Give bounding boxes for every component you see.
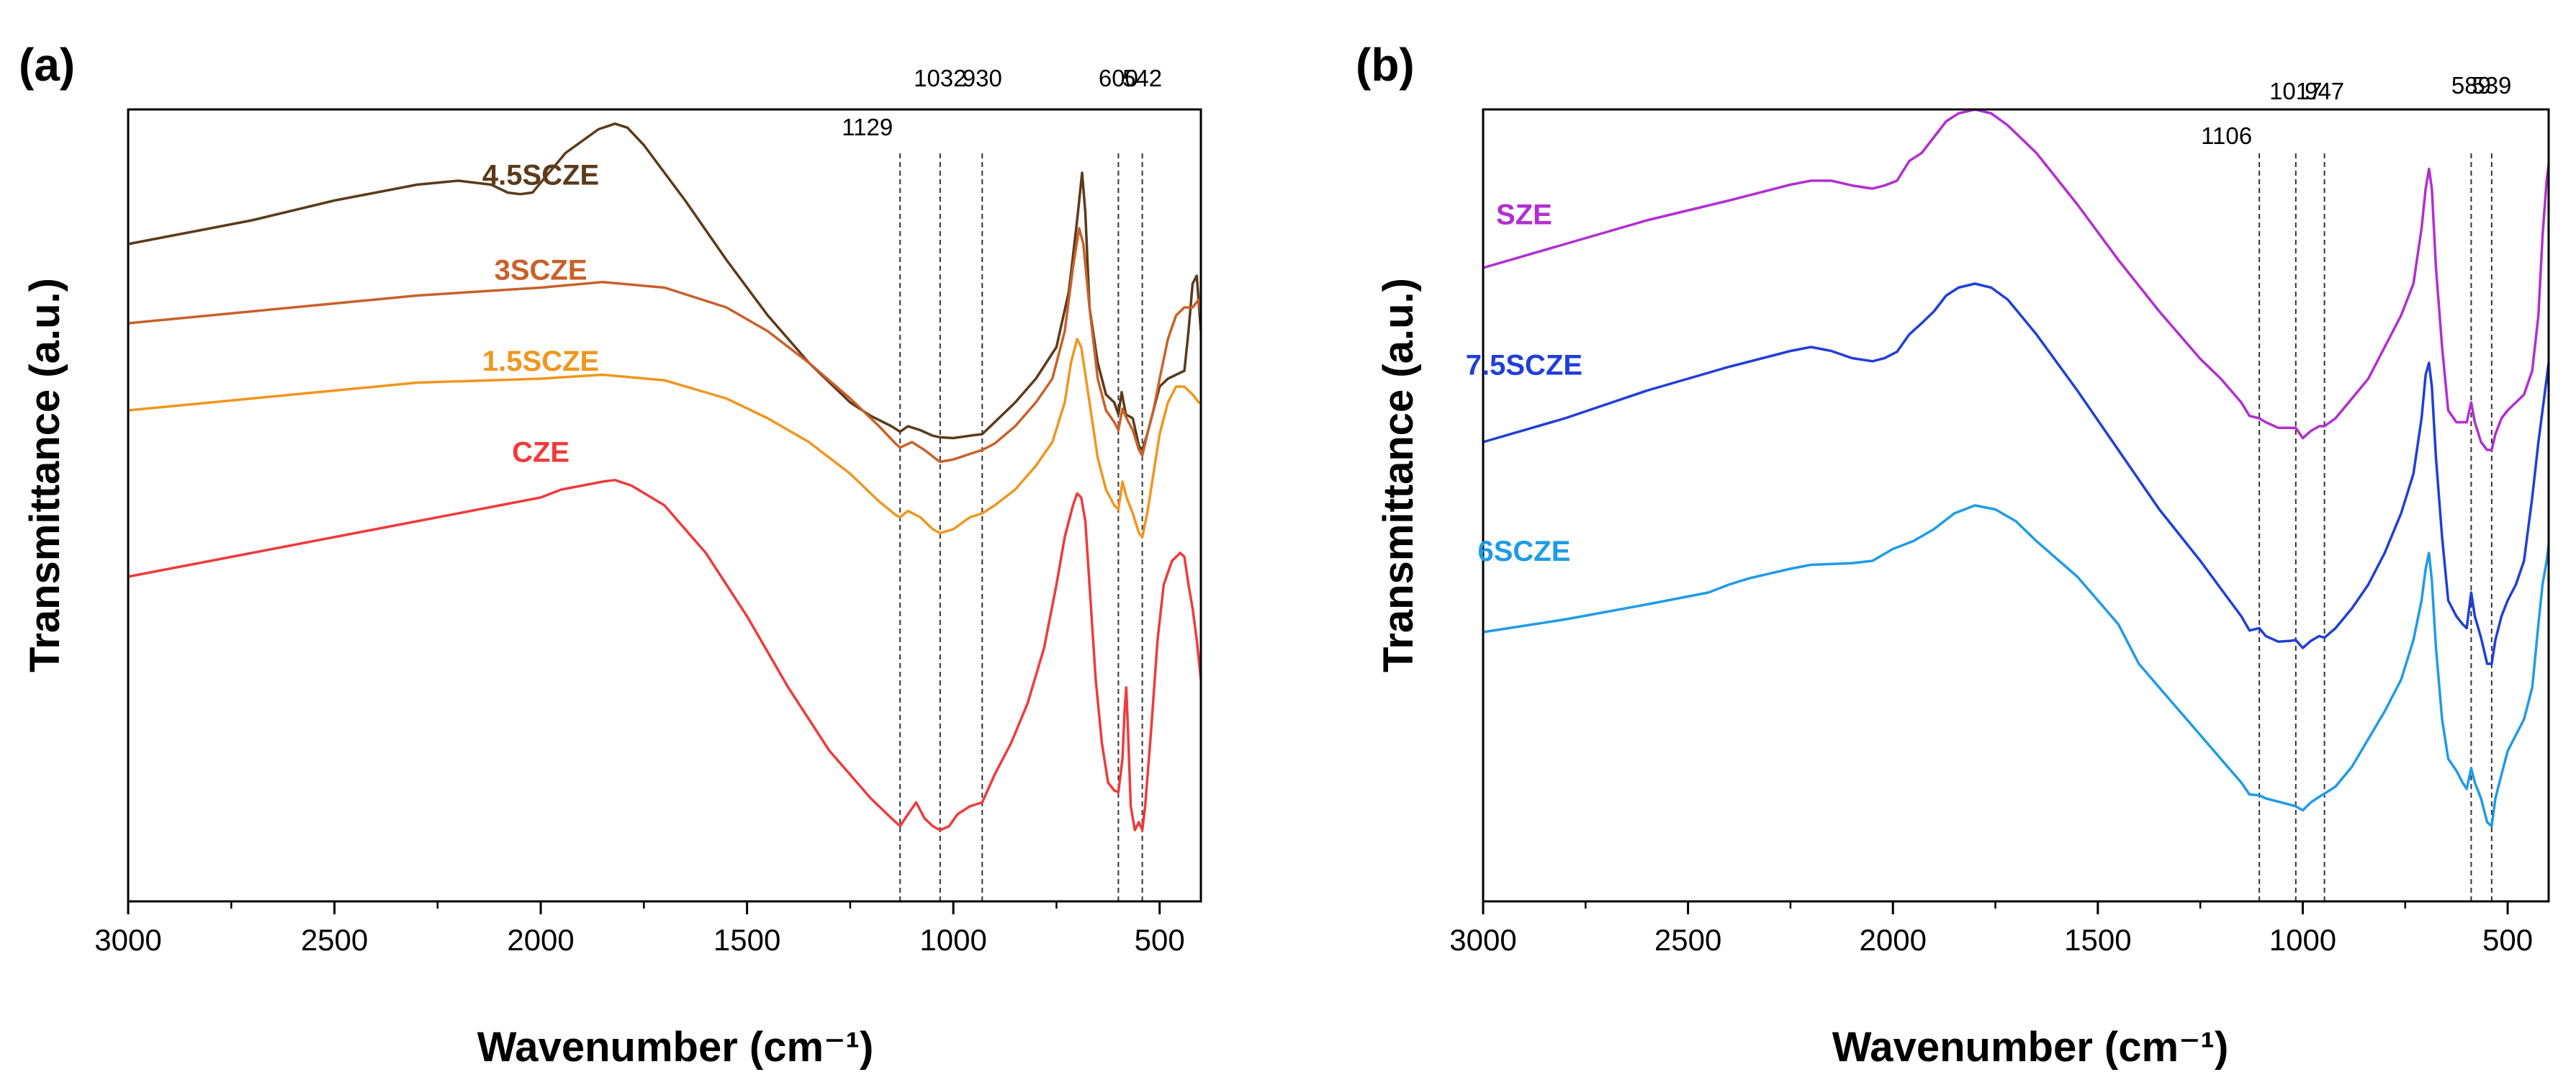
series-line-1-5scze [127, 338, 1201, 539]
peak-marker-label: 1017 [2269, 78, 2322, 104]
series-line-6scze [1482, 504, 2550, 828]
legend-label: 1.5SCZE [482, 346, 599, 377]
peak-marker-label: 947 [2305, 78, 2344, 104]
panel-a-label: (a) [19, 39, 75, 91]
panel-b-plot-frame [1482, 108, 2550, 903]
panel-a-plot-frame [127, 108, 1202, 903]
x-tick-label: 2500 [1654, 923, 1721, 957]
legend-label: CZE [512, 437, 569, 469]
peak-marker-label: 589 [2451, 72, 2491, 99]
x-tick-label: 2000 [507, 923, 574, 957]
panel-a-series [127, 122, 1202, 832]
x-tick-label: 500 [1135, 923, 1185, 957]
panel-b-x-ticks: 3000 2500 2000 1500 1000 500 [1449, 901, 2533, 957]
x-tick-label: 2000 [1860, 923, 1927, 957]
peak-marker-label: 930 [963, 65, 1002, 91]
x-tick-label: 1000 [919, 923, 986, 957]
panel-b-y-axis-title: Transmittance (a.u.) [1375, 278, 1422, 672]
panel-a-legend: 4.5SCZE 3SCZE 1.5SCZE CZE [482, 160, 599, 469]
panel-b-series [1482, 108, 2550, 828]
series-line-3scze [127, 227, 1202, 464]
x-tick-label: 2500 [301, 923, 368, 957]
legend-label: 6SCZE [1477, 536, 1570, 567]
series-line-sze [1482, 108, 2550, 451]
peak-marker-label: 600 [1099, 65, 1138, 91]
x-tick-label: 3000 [1449, 923, 1516, 957]
peak-marker-label: 542 [1122, 65, 1162, 91]
panel-a-y-axis-title: Transmittance (a.u.) [22, 278, 68, 672]
x-tick-label: 1500 [713, 923, 780, 957]
x-tick-label: 1000 [2269, 923, 2336, 957]
legend-label: 7.5SCZE [1466, 350, 1582, 382]
panel-b-x-axis-title: Wavenumber (cm⁻¹) [1832, 1024, 2229, 1071]
peak-marker-label: 539 [2472, 72, 2511, 99]
legend-label: 3SCZE [495, 255, 587, 287]
peak-marker-label: 1032 [914, 65, 966, 91]
x-tick-label: 1500 [2064, 923, 2131, 957]
legend-label: SZE [1496, 199, 1552, 231]
peak-marker-label: 1129 [842, 114, 893, 140]
x-tick-label: 3000 [94, 923, 161, 957]
panel-b-legend: SZE 7.5SCZE 6SCZE [1466, 199, 1582, 568]
x-tick-label: 500 [2482, 923, 2533, 957]
panel-a-x-ticks: 3000 2500 2000 1500 1000 500 [94, 901, 1185, 957]
peak-marker-label: 1106 [2201, 122, 2252, 149]
legend-label: 4.5SCZE [482, 160, 599, 192]
series-line-cze [127, 479, 1202, 832]
panel-a-x-axis-title: Wavenumber (cm⁻¹) [477, 1024, 874, 1071]
panel-b-label: (b) [1356, 39, 1415, 91]
series-line-7-5scze [1482, 282, 2550, 665]
